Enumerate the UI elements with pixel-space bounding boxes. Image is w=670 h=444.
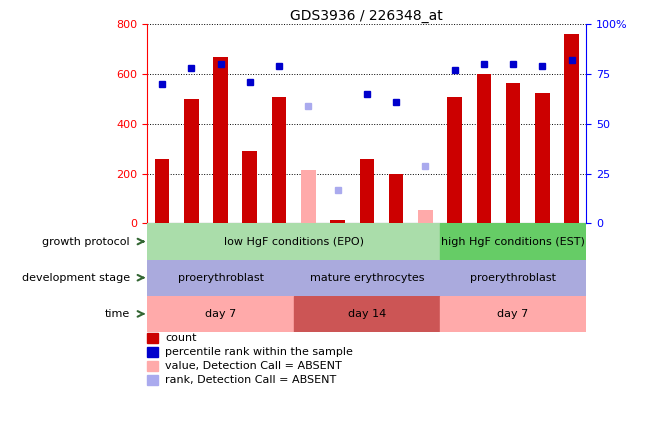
Bar <box>155 159 170 223</box>
Text: value, Detection Call = ABSENT: value, Detection Call = ABSENT <box>165 361 342 371</box>
Text: growth protocol: growth protocol <box>42 237 130 246</box>
Bar <box>440 260 586 296</box>
Bar <box>213 57 228 223</box>
Bar <box>330 220 345 223</box>
Bar <box>147 333 158 343</box>
Bar <box>535 93 549 223</box>
Bar <box>147 223 440 260</box>
Bar <box>440 296 586 332</box>
Bar <box>448 96 462 223</box>
Bar <box>147 376 158 385</box>
Bar <box>301 170 316 223</box>
Text: high HgF conditions (EST): high HgF conditions (EST) <box>441 237 585 246</box>
Bar <box>147 361 158 371</box>
Text: low HgF conditions (EPO): low HgF conditions (EPO) <box>224 237 364 246</box>
Text: mature erythrocytes: mature erythrocytes <box>310 273 424 283</box>
Bar <box>293 296 440 332</box>
Text: day 7: day 7 <box>498 309 529 319</box>
Text: rank, Detection Call = ABSENT: rank, Detection Call = ABSENT <box>165 375 336 385</box>
Text: proerythroblast: proerythroblast <box>470 273 556 283</box>
Bar <box>293 260 440 296</box>
Bar <box>243 151 257 223</box>
Text: day 7: day 7 <box>205 309 236 319</box>
Text: day 14: day 14 <box>348 309 386 319</box>
Text: count: count <box>165 333 196 343</box>
Bar <box>440 223 586 260</box>
Bar <box>147 260 293 296</box>
Bar <box>564 34 579 223</box>
Bar <box>476 74 491 223</box>
Title: GDS3936 / 226348_at: GDS3936 / 226348_at <box>291 9 443 24</box>
Text: proerythroblast: proerythroblast <box>178 273 263 283</box>
Text: percentile rank within the sample: percentile rank within the sample <box>165 347 353 357</box>
Bar <box>272 96 286 223</box>
Bar <box>389 174 403 223</box>
Bar <box>506 83 521 223</box>
Bar <box>147 347 158 357</box>
Bar <box>418 210 433 223</box>
Bar <box>360 159 374 223</box>
Text: development stage: development stage <box>21 273 130 283</box>
Text: time: time <box>105 309 130 319</box>
Bar <box>184 99 198 223</box>
Bar <box>147 296 293 332</box>
